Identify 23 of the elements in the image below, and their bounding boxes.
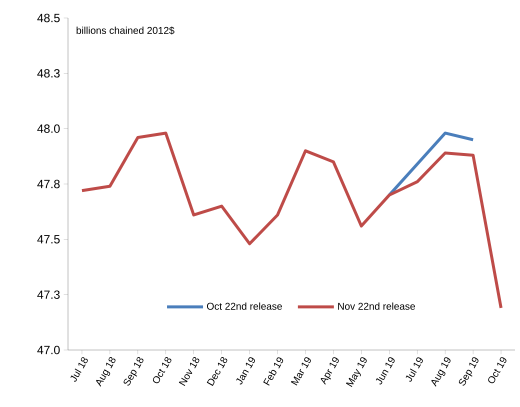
y-tick-label: 48.0 <box>37 124 60 133</box>
y-tick-label: 47.0 <box>37 346 60 354</box>
x-tick-label: Oct 19 <box>488 357 506 384</box>
x-tick-label: Oct 18 <box>152 357 172 384</box>
x-tick-label: Jun 19 <box>376 357 395 384</box>
legend-label: Oct 22nd release <box>206 302 282 310</box>
legend-label: Nov 22nd release <box>338 302 416 310</box>
x-tick-label: Sep 19 <box>458 357 478 386</box>
x-tick-label: Jan 19 <box>236 357 255 384</box>
line-series <box>80 132 503 310</box>
x-tick-label: Sep 18 <box>124 357 144 386</box>
y-tick-label: 47.8 <box>37 180 60 188</box>
x-tick-label: Apr 19 <box>320 357 339 385</box>
x-tick-label: Feb 19 <box>263 357 284 386</box>
y-tick-label: 48.3 <box>37 69 60 78</box>
y-tick-label: 47.5 <box>37 235 60 244</box>
y-tick-label: 48.5 <box>37 14 60 22</box>
annotation: billions chained 2012$ <box>76 26 174 35</box>
y-tick-label: 47.3 <box>37 290 60 299</box>
x-tick-label: Jul 19 <box>406 357 423 382</box>
x-tick-label: Jul 18 <box>70 357 88 382</box>
x-tick-label: Mar 19 <box>290 357 311 386</box>
x-tick-label: Dec 18 <box>206 357 228 386</box>
